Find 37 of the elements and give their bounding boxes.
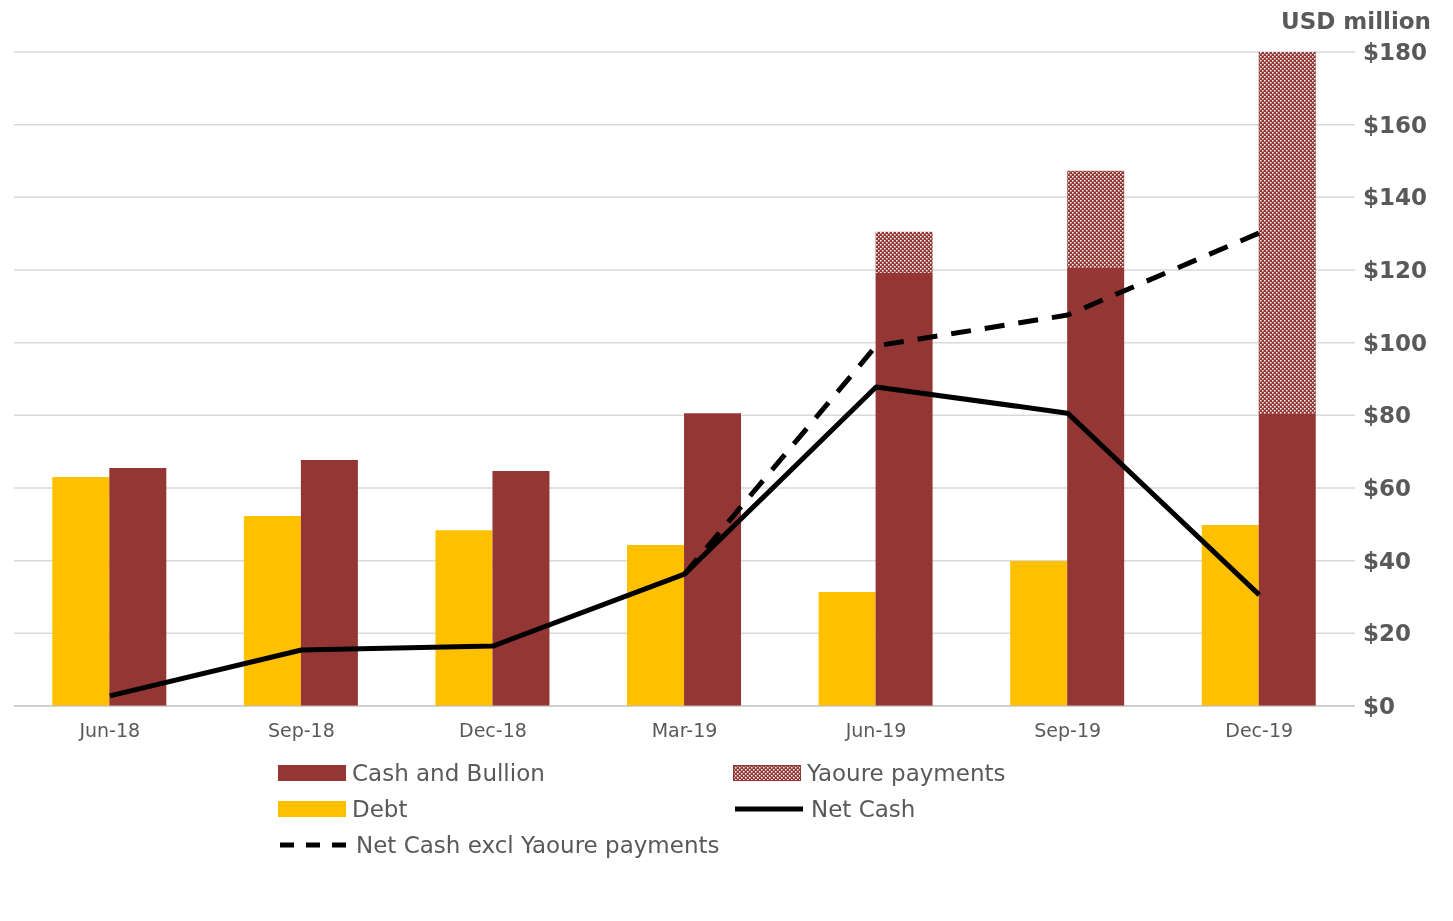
y-tick-label: $180 bbox=[1363, 39, 1428, 66]
bar bbox=[300, 460, 358, 706]
bar bbox=[1067, 267, 1125, 706]
bar bbox=[109, 468, 167, 706]
y-axis-title: USD million bbox=[1279, 8, 1432, 36]
bar bbox=[52, 477, 110, 706]
bar bbox=[1010, 561, 1068, 706]
y-tick-label: $40 bbox=[1363, 547, 1412, 574]
y-tick-label: $100 bbox=[1363, 329, 1428, 356]
legend-label: Net Cash excl Yaoure payments bbox=[356, 832, 720, 858]
x-tick-label: Mar-19 bbox=[651, 719, 718, 742]
bar bbox=[684, 413, 742, 706]
x-tick-label: Dec-19 bbox=[1225, 719, 1294, 742]
x-tick-label: Dec-18 bbox=[459, 719, 527, 742]
bar bbox=[243, 515, 301, 706]
legend-label: Debt bbox=[352, 796, 408, 822]
y-tick-label: $20 bbox=[1363, 620, 1412, 647]
bar bbox=[435, 530, 493, 706]
x-tick-label: Sep-18 bbox=[267, 719, 335, 742]
bar bbox=[492, 470, 550, 706]
legend-label: Net Cash bbox=[811, 796, 916, 822]
y-tick-label: $0 bbox=[1363, 693, 1396, 720]
y-tick-label: $120 bbox=[1363, 257, 1428, 284]
bar bbox=[875, 272, 933, 706]
bar bbox=[1201, 525, 1259, 706]
x-tick-label: Jun-19 bbox=[844, 719, 907, 742]
y-tick-label: $140 bbox=[1363, 184, 1428, 211]
x-tick-label: Jun-18 bbox=[78, 719, 141, 742]
bar bbox=[627, 545, 685, 706]
y-tick-label: $80 bbox=[1363, 402, 1412, 429]
bar bbox=[1258, 413, 1316, 706]
y-tick-label: $160 bbox=[1363, 111, 1428, 138]
y-tick-label: $60 bbox=[1363, 475, 1412, 502]
legend-label: Cash and Bullion bbox=[352, 760, 545, 786]
x-tick-label: Sep-19 bbox=[1034, 719, 1102, 742]
legend-label: Yaoure payments bbox=[807, 760, 1006, 786]
bar bbox=[818, 591, 876, 706]
